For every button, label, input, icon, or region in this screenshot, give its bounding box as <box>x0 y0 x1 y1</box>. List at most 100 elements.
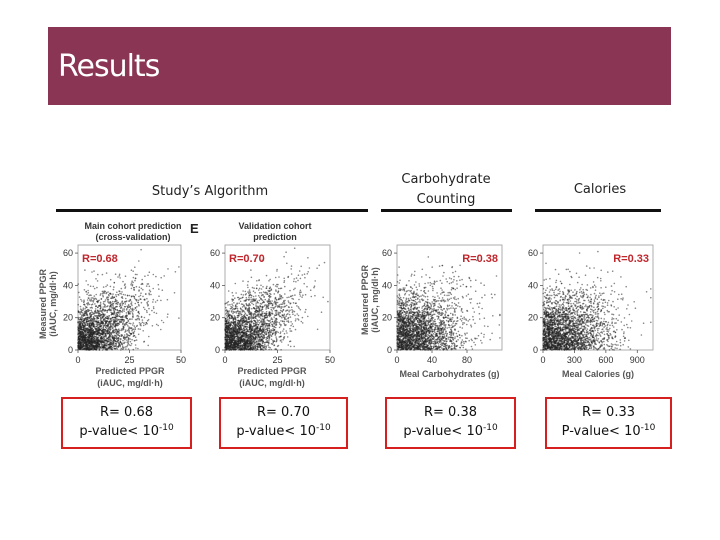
scatter-point <box>85 318 88 321</box>
heading-rule-calories <box>535 209 661 212</box>
scatter-point <box>255 331 257 333</box>
scatter-point <box>115 323 117 325</box>
scatter-point <box>79 341 82 344</box>
scatter-point <box>246 284 249 286</box>
scatter-point <box>232 318 235 320</box>
scatter-point <box>242 290 244 292</box>
y-tick-label: 60 <box>63 248 73 258</box>
scatter-point <box>124 275 127 278</box>
scatter-point <box>462 323 464 326</box>
scatter-point <box>257 342 260 345</box>
scatter-point <box>155 323 158 326</box>
scatter-point <box>132 348 135 351</box>
scatter-point <box>290 273 293 275</box>
scatter-point <box>101 290 104 293</box>
scatter-point <box>263 296 266 298</box>
scatter-point <box>127 325 129 327</box>
scatter-point <box>240 339 242 341</box>
panel-title: prediction <box>253 232 297 242</box>
scatter-point <box>78 326 81 329</box>
scatter-point <box>313 286 315 289</box>
scatter-point <box>115 318 118 320</box>
scatter-point <box>258 339 261 341</box>
scatter-point <box>124 338 126 341</box>
scatter-point <box>264 331 266 334</box>
heading-carbohydrate-line2: Counting <box>416 192 476 207</box>
scatter-point <box>289 289 291 292</box>
scatter-point <box>103 325 106 327</box>
scatter-point <box>152 301 154 303</box>
scatter-point <box>91 297 94 299</box>
scatter-point <box>132 316 134 319</box>
scatter-point <box>129 327 131 329</box>
scatter-point <box>85 310 87 312</box>
scatter-point <box>293 278 296 280</box>
scatter-point <box>280 307 283 310</box>
scatter-point <box>89 285 92 288</box>
scatter-point <box>80 335 83 338</box>
scatter-point <box>290 324 292 327</box>
scatter-point <box>160 319 163 322</box>
scatter-point <box>105 326 107 328</box>
scatter-point <box>108 295 110 297</box>
scatter-point <box>246 348 249 350</box>
scatter-point <box>305 308 307 311</box>
scatter-point <box>95 293 97 296</box>
scatter-point <box>282 328 285 330</box>
scatter-point <box>227 348 230 351</box>
scatter-point <box>270 293 272 296</box>
scatter-point <box>79 313 82 315</box>
scatter-point <box>293 345 296 348</box>
scatter-point <box>238 329 241 332</box>
scatter-point <box>126 339 128 341</box>
scatter-point <box>237 342 240 345</box>
scatter-point <box>80 321 82 324</box>
scatter-point <box>114 334 116 337</box>
scatter-point <box>142 324 145 327</box>
scatter-point <box>115 332 118 335</box>
scatter-point <box>285 330 288 332</box>
scatter-point <box>457 297 460 300</box>
scatter-point <box>294 302 297 305</box>
scatter-point <box>268 280 270 282</box>
scatter-point <box>256 314 258 316</box>
y-tick-label: 60 <box>210 248 220 258</box>
scatter-point <box>255 340 258 343</box>
scatter-point <box>229 331 232 333</box>
scatter-point <box>120 347 123 350</box>
scatter-point <box>97 312 100 315</box>
scatter-point <box>99 334 101 337</box>
scatter-point <box>88 320 90 322</box>
scatter-point <box>231 309 234 311</box>
scatter-point <box>87 348 90 351</box>
scatter-point <box>80 326 82 329</box>
scatter-point <box>85 343 88 346</box>
scatter-point <box>84 307 86 310</box>
scatter-point <box>297 274 300 277</box>
heading-rule-algorithm <box>56 209 368 212</box>
scatter-point <box>145 321 148 324</box>
scatter-point <box>104 306 106 308</box>
scatter-point <box>273 328 276 331</box>
scatter-point <box>323 261 326 264</box>
scatter-point <box>274 298 277 300</box>
scatter-point <box>114 345 116 348</box>
scatter-point <box>104 339 107 342</box>
scatter-point <box>251 338 254 341</box>
scatter-point <box>260 317 262 320</box>
scatter-point <box>295 281 297 283</box>
scatter-point <box>269 319 271 322</box>
scatter-point <box>128 344 131 346</box>
scatter-point <box>113 337 116 339</box>
scatter-point <box>91 300 93 302</box>
scatter-point <box>225 330 227 333</box>
scatter-point <box>269 287 271 290</box>
scatter-point <box>138 312 140 315</box>
scatter-point <box>309 289 312 292</box>
scatter-point <box>250 269 252 271</box>
scatter-point <box>77 332 80 335</box>
scatter-point <box>142 306 145 309</box>
scatter-point <box>109 322 112 325</box>
scatter-point <box>131 285 134 287</box>
scatter-point <box>241 348 243 351</box>
